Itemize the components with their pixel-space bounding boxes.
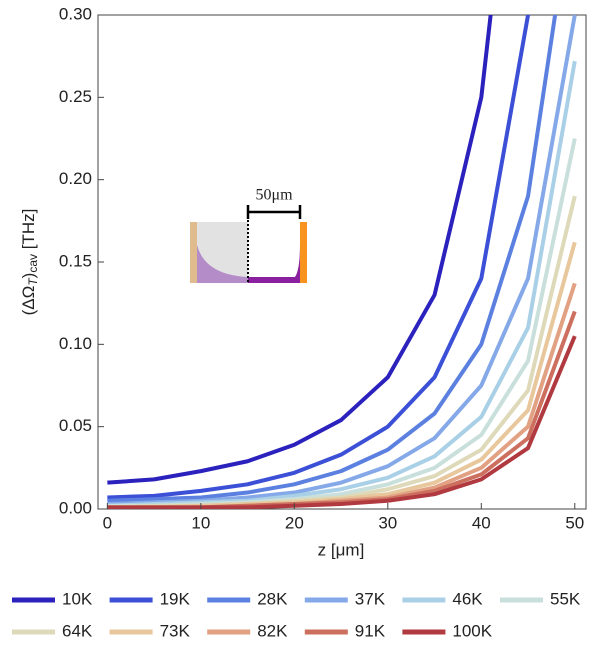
series-line: [107, 15, 531, 500]
inset-label: 50μm: [255, 187, 293, 204]
x-tick-label: 0: [103, 513, 112, 532]
y-label-part: [THz]: [19, 209, 38, 254]
y-tick-label: 0.05: [59, 416, 92, 435]
x-tick-label: 40: [472, 513, 491, 532]
y-tick-label: 0.00: [59, 498, 92, 517]
legend-label: 28K: [257, 589, 288, 608]
legend-label: 55K: [550, 589, 581, 608]
series-line: [107, 195, 577, 509]
inset: 50μm: [190, 187, 307, 283]
legend-label: 19K: [160, 589, 191, 608]
y-tick-label: 0.30: [59, 4, 92, 23]
legend-label: 10K: [62, 589, 93, 608]
legend-label: 73K: [160, 621, 191, 640]
y-tick-label: 0.25: [59, 87, 92, 106]
legend-label: 91K: [355, 621, 386, 640]
lines: [107, 15, 577, 509]
series-line: [107, 138, 577, 508]
x-tick-label: 30: [378, 513, 397, 532]
x-axis-label: z [μm]: [318, 540, 365, 559]
series-line: [107, 15, 577, 507]
series-line: [107, 310, 577, 509]
y-axis-label: (ΔΩT)cav [THz]: [19, 209, 40, 316]
y-tick-label: 0.15: [59, 251, 92, 270]
y-label-part: T: [26, 277, 40, 286]
y-label-part: cav: [26, 254, 40, 273]
legend-label: 100K: [452, 621, 492, 640]
legend-label: 82K: [257, 621, 288, 640]
x-tick-label: 50: [565, 513, 584, 532]
y-label-part: ): [19, 273, 38, 279]
y-label-part: (ΔΩ: [19, 286, 38, 316]
series-line: [107, 15, 558, 503]
y-tick-label: 0.10: [59, 334, 92, 353]
legend-label: 64K: [62, 621, 93, 640]
series-line: [107, 60, 577, 508]
x-tick-label: 10: [191, 513, 210, 532]
y-tick-label: 0.20: [59, 169, 92, 188]
legend-label: 46K: [452, 589, 483, 608]
series-line: [107, 15, 493, 485]
plot-frame: [97, 14, 587, 510]
x-tick-label: 20: [285, 513, 304, 532]
legend-label: 37K: [355, 589, 386, 608]
series-line: [107, 335, 577, 509]
